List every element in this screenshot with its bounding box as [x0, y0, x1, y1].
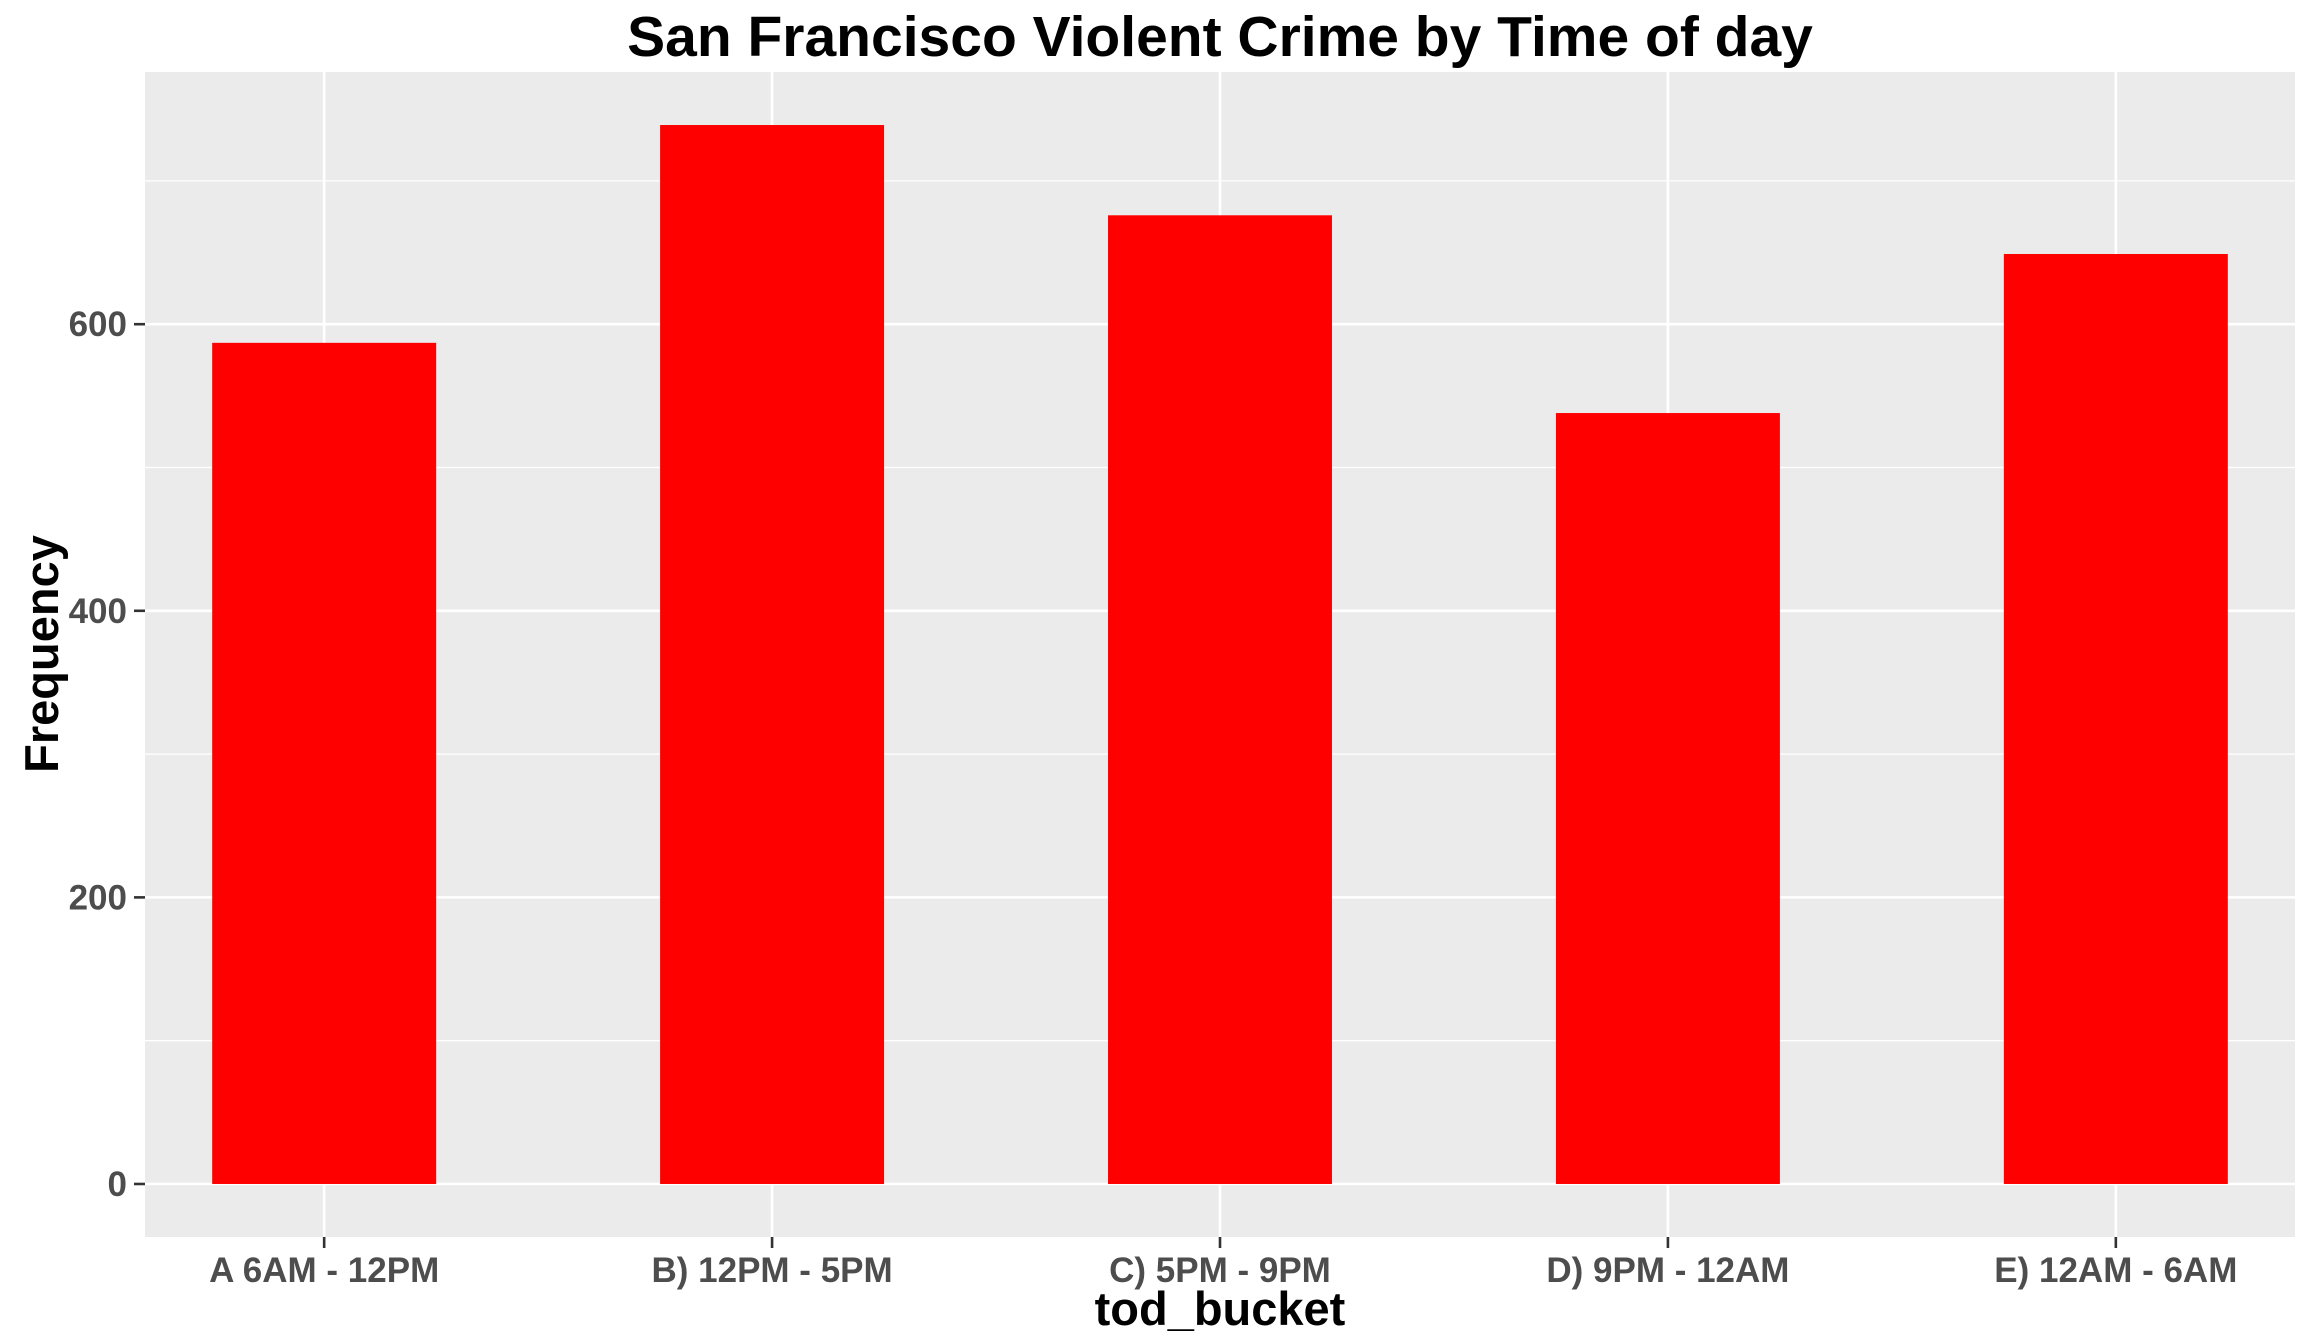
- bar: [2003, 253, 2228, 1184]
- y-tick-label: 600: [69, 305, 127, 344]
- y-tick-label: 400: [69, 592, 127, 631]
- x-axis-title: tod_bucket: [1095, 1282, 1346, 1335]
- bar: [1108, 215, 1332, 1184]
- x-tick-label: A 6AM - 12PM: [209, 1251, 439, 1290]
- y-tick-label: 0: [108, 1165, 127, 1204]
- chart-title: San Francisco Violent Crime by Time of d…: [627, 5, 1813, 69]
- x-tick-label: E) 12AM - 6AM: [1994, 1251, 2237, 1290]
- x-tick-label: C) 5PM - 9PM: [1109, 1251, 1331, 1290]
- x-tick-label: B) 12PM - 5PM: [652, 1251, 893, 1290]
- bar: [660, 125, 885, 1184]
- bar: [212, 342, 437, 1184]
- axis-ticks: [134, 322, 2118, 1248]
- bars: [212, 125, 2228, 1184]
- x-tick-label: D) 9PM - 12AM: [1546, 1251, 1789, 1290]
- x-tick-labels: A 6AM - 12PM B) 12PM - 5PM C) 5PM - 9PM D) …: [209, 1251, 2237, 1290]
- y-tick-labels: 0 200 400 600: [69, 305, 127, 1204]
- bar: [1555, 413, 1780, 1184]
- y-tick-label: 200: [69, 878, 127, 917]
- y-axis-title: Frequency: [15, 535, 68, 773]
